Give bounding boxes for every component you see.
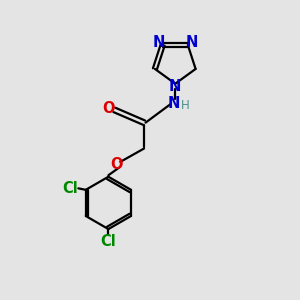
Text: H: H <box>180 99 189 112</box>
Text: N: N <box>169 79 182 94</box>
Text: N: N <box>168 96 180 111</box>
Text: Cl: Cl <box>100 234 116 249</box>
Text: N: N <box>153 35 165 50</box>
Text: O: O <box>103 101 115 116</box>
Text: Cl: Cl <box>62 181 78 196</box>
Text: N: N <box>185 35 198 50</box>
Text: O: O <box>110 158 123 172</box>
